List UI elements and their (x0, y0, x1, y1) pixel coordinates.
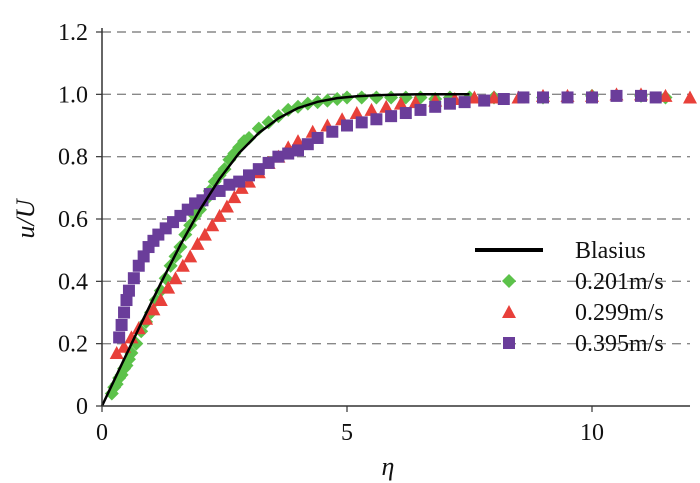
triangle-marker (124, 330, 139, 344)
legend-item: 0.201m/s (502, 269, 664, 295)
square-marker (272, 150, 285, 163)
x-axis-label: η (382, 452, 395, 481)
data-series (100, 87, 697, 407)
square-marker (649, 91, 662, 104)
diamond-marker (251, 121, 266, 136)
square-marker (311, 131, 324, 144)
diamond-marker (369, 90, 384, 105)
triangle-marker (364, 102, 379, 116)
series-blasius (100, 93, 470, 407)
square-marker (243, 169, 255, 182)
legend-diamond-swatch (502, 274, 516, 288)
square-marker (233, 175, 246, 188)
y-tick-label: 0.6 (58, 207, 88, 233)
legend-label: 0.395m/s (575, 331, 664, 357)
grid-lines (102, 31, 690, 345)
legend-label: 0.299m/s (575, 300, 664, 326)
square-marker (282, 147, 295, 160)
triangle-marker (146, 302, 161, 316)
square-marker (262, 156, 275, 169)
triangle-marker (379, 99, 394, 113)
square-marker (223, 178, 236, 191)
diamond-marker (354, 90, 369, 105)
diamond-marker (261, 115, 276, 130)
square-marker (370, 113, 383, 126)
square-marker (326, 125, 339, 138)
triangle-marker (205, 218, 220, 232)
square-marker (517, 91, 530, 104)
triangle-marker (161, 280, 176, 294)
triangle-marker (175, 258, 190, 272)
series-0-395m-s (113, 89, 662, 344)
y-tick-label: 0.8 (58, 145, 88, 171)
square-marker (385, 110, 398, 123)
y-tick-label: 1.0 (58, 82, 88, 108)
legend-label: 0.201m/s (575, 269, 664, 295)
y-tick-label: 1.2 (58, 20, 88, 46)
legend: Blasius 0.201m/s 0.299m/s 0.395m/s (475, 238, 664, 357)
x-tick-label: 5 (341, 420, 353, 446)
legend-item: 0.299m/s (502, 300, 664, 326)
x-tick-label: 0 (96, 420, 108, 446)
triangle-marker (291, 134, 305, 148)
square-marker (137, 250, 150, 263)
square-marker (429, 100, 442, 113)
legend-triangle-swatch (502, 305, 516, 318)
triangle-marker (197, 227, 212, 241)
square-marker (478, 94, 491, 107)
square-marker (341, 119, 353, 132)
blasius-curve (100, 93, 470, 407)
x-tick-label: 10 (580, 420, 604, 446)
square-marker (355, 116, 368, 129)
square-marker (118, 306, 131, 319)
y-tick-label: 0.4 (58, 269, 88, 295)
square-marker (610, 89, 623, 102)
triangle-marker (183, 249, 198, 263)
legend-square-swatch (503, 337, 515, 349)
triangle-marker (658, 88, 673, 102)
triangle-marker (219, 199, 234, 213)
y-axis-label: u/U (11, 197, 40, 238)
diamond-marker (153, 283, 168, 298)
square-marker (120, 294, 133, 307)
square-marker (301, 138, 314, 151)
square-marker (292, 144, 304, 157)
triangle-marker (227, 190, 242, 204)
diamond-marker (242, 130, 256, 145)
square-marker (399, 107, 412, 120)
square-marker (127, 272, 140, 285)
triangle-marker (212, 208, 227, 222)
triangle-marker (349, 106, 364, 120)
triangle-marker (190, 236, 205, 250)
legend-item: Blasius (475, 238, 646, 264)
square-marker (561, 91, 574, 104)
triangle-marker (487, 90, 501, 104)
square-marker (586, 91, 598, 104)
triangle-marker (393, 96, 408, 110)
legend-label: Blasius (575, 238, 646, 264)
square-marker (414, 103, 427, 116)
triangle-marker (683, 90, 697, 104)
square-marker (132, 259, 145, 272)
square-marker (458, 96, 471, 109)
square-marker (497, 93, 510, 106)
legend-item: 0.395m/s (503, 331, 664, 357)
tick-labels: 0 0.2 0.4 0.6 0.8 1.0 1.2 0 5 10 (58, 20, 604, 446)
square-marker (113, 331, 126, 344)
square-marker (443, 97, 456, 110)
triangle-marker (168, 271, 183, 285)
triangle-marker (153, 293, 168, 307)
square-marker (122, 284, 135, 297)
square-marker (252, 163, 265, 176)
square-marker (537, 91, 549, 104)
y-tick-label: 0 (76, 394, 88, 420)
square-marker (115, 318, 128, 331)
square-marker (213, 184, 226, 197)
square-marker (635, 89, 647, 102)
triangle-marker (109, 346, 124, 360)
triangle-marker (467, 90, 482, 104)
y-tick-label: 0.2 (58, 332, 88, 358)
